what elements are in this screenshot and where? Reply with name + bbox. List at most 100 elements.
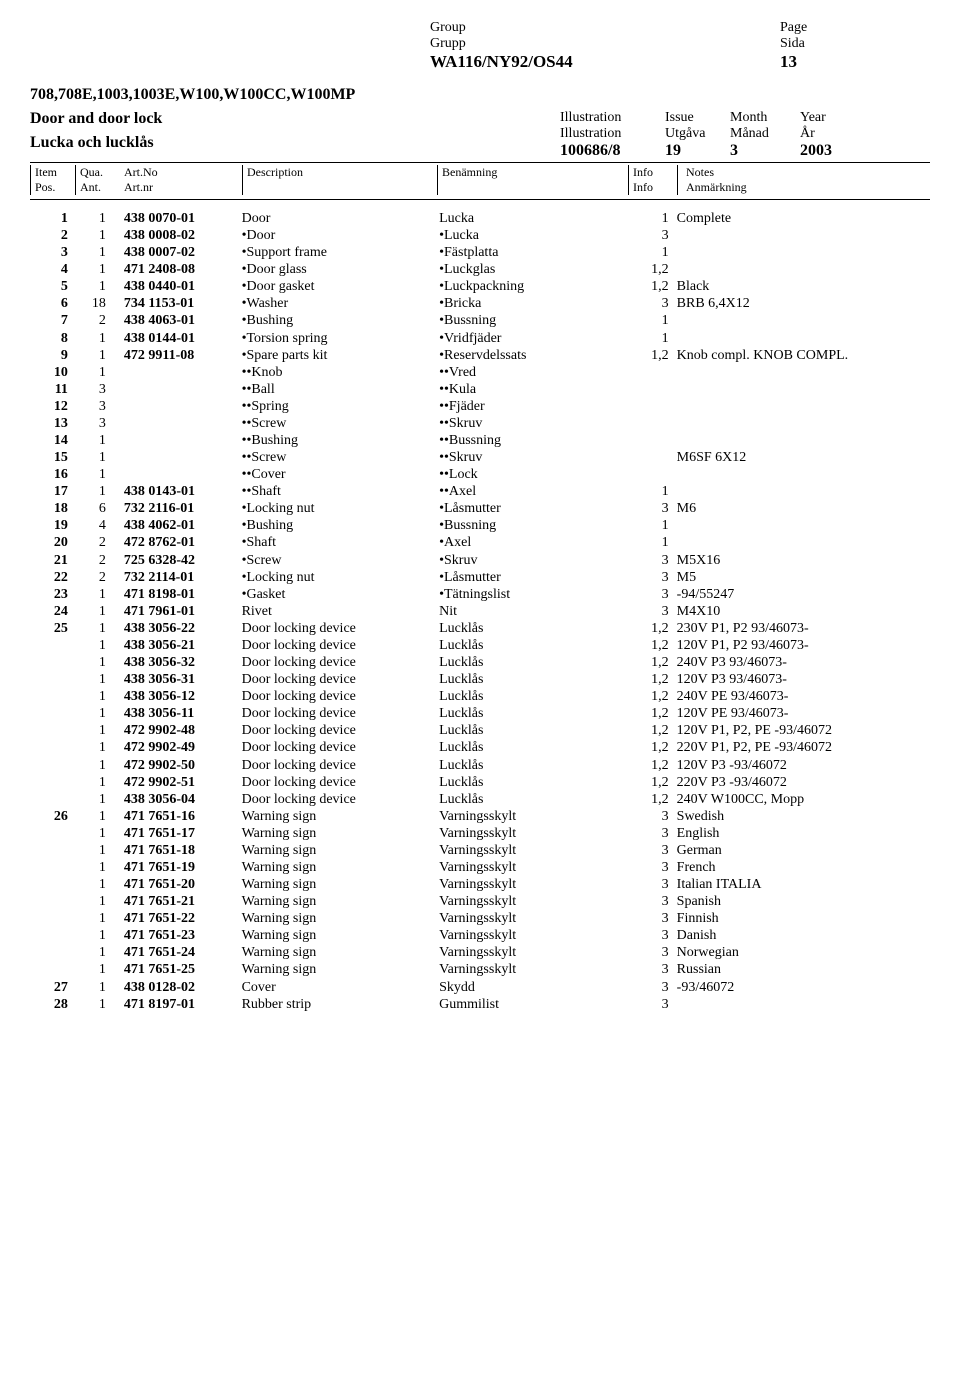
cell-ben: Varningsskylt <box>435 825 627 842</box>
cell-item: 27 <box>30 979 72 996</box>
cell-art: 471 7651-16 <box>110 808 238 825</box>
cell-item: 1 <box>30 210 72 227</box>
table-row: 186732 2116-01•Locking nut•Låsmutter3M6 <box>30 500 930 517</box>
cell-art: 438 0007-02 <box>110 244 238 261</box>
divider <box>30 199 930 200</box>
table-row: 21438 0008-02•Door•Lucka3 <box>30 227 930 244</box>
cell-desc: Door locking device <box>238 791 436 808</box>
cell-item <box>30 774 72 791</box>
table-row: 231471 8198-01•Gasket•Tätningslist3-94/5… <box>30 586 930 603</box>
cell-info: 1,2 <box>627 637 673 654</box>
cell-info: 1,2 <box>627 278 673 295</box>
table-row: 31438 0007-02•Support frame•Fästplatta1 <box>30 244 930 261</box>
cell-art: 472 8762-01 <box>110 534 238 551</box>
cell-notes: Spanish <box>673 893 930 910</box>
cell-info: 1,2 <box>627 705 673 722</box>
cell-info <box>627 364 673 381</box>
cell-art <box>110 432 238 449</box>
cell-desc: Warning sign <box>238 808 436 825</box>
cell-item: 13 <box>30 415 72 432</box>
cell-notes <box>673 517 930 534</box>
cell-info: 3 <box>627 927 673 944</box>
cell-ben: Lucka <box>435 210 627 227</box>
cell-item: 7 <box>30 312 72 329</box>
cell-notes: Knob compl. KNOB COMPL. <box>673 347 930 364</box>
cell-item <box>30 859 72 876</box>
cell-info: 1,2 <box>627 774 673 791</box>
col-item-en: Item <box>35 165 75 180</box>
cell-item: 17 <box>30 483 72 500</box>
table-row: 171438 0143-01••Shaft••Axel1 <box>30 483 930 500</box>
cell-item: 20 <box>30 534 72 551</box>
cell-desc: ••Knob <box>238 364 436 381</box>
cell-ben: ••Bussning <box>435 432 627 449</box>
cell-desc: ••Screw <box>238 415 436 432</box>
cell-art: 725 6328-42 <box>110 552 238 569</box>
cell-ben: ••Skruv <box>435 449 627 466</box>
cell-ben: Nit <box>435 603 627 620</box>
cell-item <box>30 876 72 893</box>
issue-label-sv: Utgåva <box>665 126 730 142</box>
cell-info: 3 <box>627 500 673 517</box>
cell-notes: Black <box>673 278 930 295</box>
table-row: 113••Ball••Kula <box>30 381 930 398</box>
cell-info: 3 <box>627 569 673 586</box>
year-label-en: Year <box>800 110 860 126</box>
cell-desc: •Bushing <box>238 312 436 329</box>
cell-art: 471 7651-25 <box>110 961 238 978</box>
cell-info: 1 <box>627 483 673 500</box>
cell-ben: Gummilist <box>435 996 627 1013</box>
cell-qua: 3 <box>72 415 110 432</box>
issue-label-en: Issue <box>665 110 730 126</box>
cell-ben: Varningsskylt <box>435 842 627 859</box>
table-row: 194438 4062-01•Bushing•Bussning1 <box>30 517 930 534</box>
cell-desc: ••Ball <box>238 381 436 398</box>
cell-item: 3 <box>30 244 72 261</box>
cell-item: 19 <box>30 517 72 534</box>
cell-art <box>110 449 238 466</box>
table-row: 101••Knob••Vred <box>30 364 930 381</box>
cell-desc: Door locking device <box>238 688 436 705</box>
cell-item: 9 <box>30 347 72 364</box>
cell-ben: Lucklås <box>435 688 627 705</box>
cell-item: 12 <box>30 398 72 415</box>
cell-desc: Warning sign <box>238 825 436 842</box>
cell-art: 438 0440-01 <box>110 278 238 295</box>
cell-qua: 1 <box>72 261 110 278</box>
cell-qua: 2 <box>72 312 110 329</box>
cell-desc: Door locking device <box>238 774 436 791</box>
cell-desc: •Bushing <box>238 517 436 534</box>
cell-notes: -94/55247 <box>673 586 930 603</box>
cell-qua: 1 <box>72 227 110 244</box>
cell-ben: ••Axel <box>435 483 627 500</box>
table-row: 1472 9902-49Door locking deviceLucklås1,… <box>30 739 930 756</box>
cell-art: 732 2114-01 <box>110 569 238 586</box>
cell-art: 471 7651-19 <box>110 859 238 876</box>
cell-desc: •Shaft <box>238 534 436 551</box>
cell-desc: Door locking device <box>238 637 436 654</box>
month-label-sv: Månad <box>730 126 800 142</box>
cell-info: 3 <box>627 552 673 569</box>
cell-notes: 220V P1, P2, PE -93/46072 <box>673 739 930 756</box>
cell-notes <box>673 227 930 244</box>
cell-art: 438 3056-32 <box>110 654 238 671</box>
parts-table: 11438 0070-01DoorLucka1Complete21438 000… <box>30 210 930 1013</box>
table-row: 1471 7651-23Warning signVarningsskylt3Da… <box>30 927 930 944</box>
cell-ben: Lucklås <box>435 637 627 654</box>
table-row: 41471 2408-08•Door glass•Luckglas1,2 <box>30 261 930 278</box>
page-number: 13 <box>780 52 930 72</box>
cell-item <box>30 944 72 961</box>
cell-desc: Warning sign <box>238 876 436 893</box>
table-row: 1471 7651-18Warning signVarningsskylt3Ge… <box>30 842 930 859</box>
cell-qua: 1 <box>72 688 110 705</box>
cell-art: 471 7651-18 <box>110 842 238 859</box>
col-notes-sv: Anmärkning <box>686 180 926 195</box>
table-row: 81438 0144-01•Torsion spring•Vridfjäder1 <box>30 330 930 347</box>
cell-qua: 1 <box>72 859 110 876</box>
cell-notes: M6 <box>673 500 930 517</box>
cell-desc: Warning sign <box>238 944 436 961</box>
cell-item: 4 <box>30 261 72 278</box>
cell-notes: Danish <box>673 927 930 944</box>
cell-qua: 2 <box>72 552 110 569</box>
cell-notes: 120V P1, P2 93/46073- <box>673 637 930 654</box>
